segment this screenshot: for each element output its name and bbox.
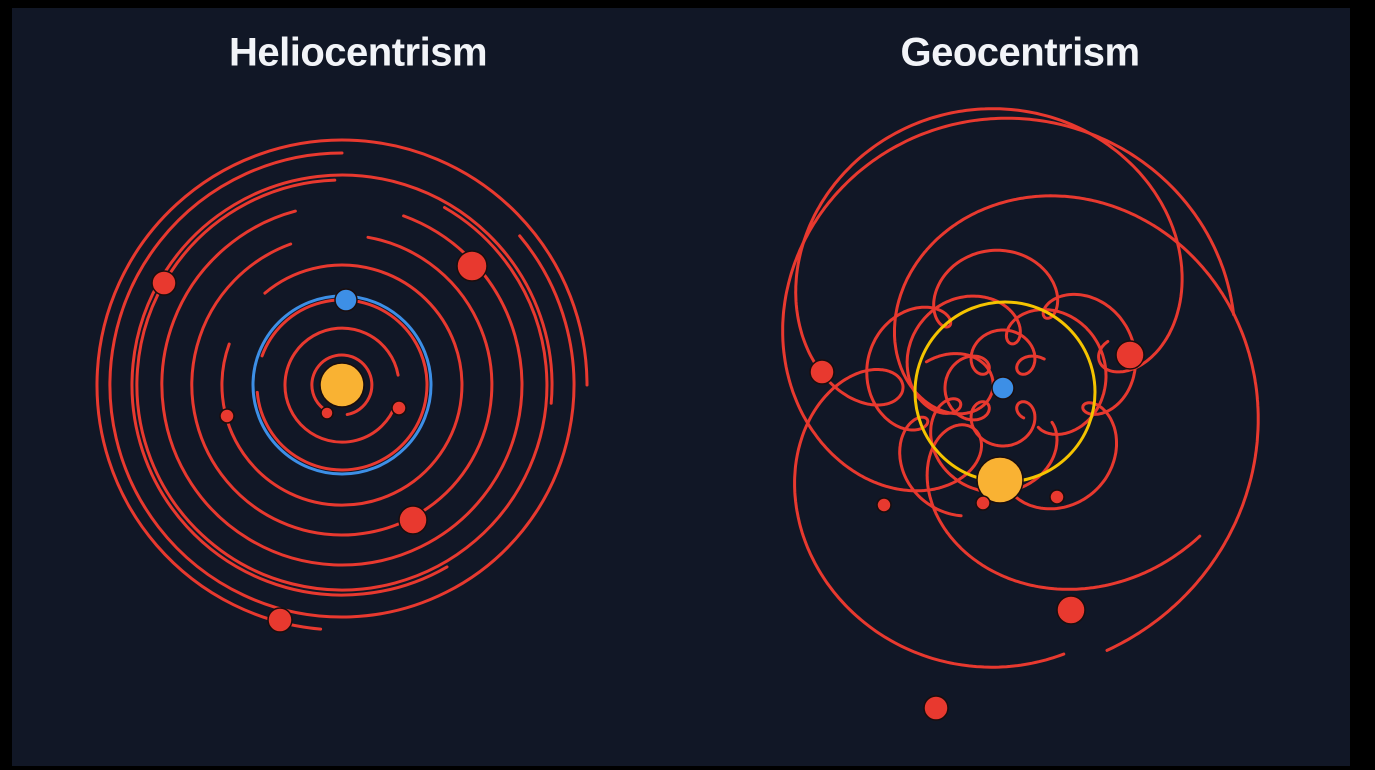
planet [219,408,235,424]
planet [975,495,991,511]
planet [1049,489,1065,505]
planet [809,359,835,385]
orbit [310,353,374,416]
planet [320,406,334,420]
planet [456,250,488,282]
planet [1115,340,1145,370]
sun [319,362,365,408]
sun [976,456,1024,504]
geocentric-model [781,107,1260,721]
orbit-trace [781,116,1236,591]
orbit [135,178,549,592]
planet [267,607,293,633]
planet [876,497,892,513]
planet [1056,595,1086,625]
orbit [160,209,524,567]
orbit [283,326,400,444]
orbit [108,151,576,619]
orbit [255,298,429,472]
planet [151,270,177,296]
orbit [95,138,589,631]
panel-title: Heliocentrism [229,31,487,75]
planet [391,400,407,416]
orbit-trace [905,294,1108,494]
orbit-trace [793,107,1184,669]
orbit [220,263,464,507]
orbit-trace [943,328,1046,448]
orbit-trace [865,248,1137,518]
earth [334,288,358,312]
backdrop [12,8,1350,766]
earth [991,376,1015,400]
orbit [190,235,494,537]
panel-title: Geocentrism [900,31,1139,75]
heliocentric-model [95,138,589,633]
planet [923,695,949,721]
planet [398,505,428,535]
